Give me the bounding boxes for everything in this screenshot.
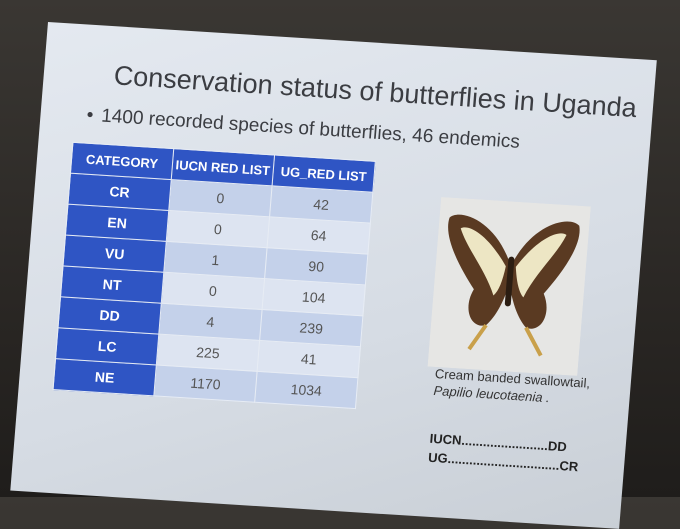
table-body: CR 0 42 EN 0 64 VU 1 90 NT 0 104 DD 4 239 LC 225 41 NE 1170… xyxy=(53,173,373,409)
page: Conservation status of butterflies in Ug… xyxy=(0,0,680,497)
right-band xyxy=(515,233,567,298)
right-wing xyxy=(510,221,580,329)
notes: IUCN........................DD UG.......… xyxy=(427,429,580,476)
body xyxy=(504,256,515,307)
left-wing xyxy=(448,214,510,326)
tails xyxy=(467,323,543,357)
left-band xyxy=(460,227,506,296)
value-cell: 1170 xyxy=(153,364,258,403)
butterfly-photo xyxy=(427,197,591,376)
value-cell: 1034 xyxy=(254,371,358,409)
status-table: CATEGORY IUCN RED LIST UG_RED LIST CR 0 42 EN… xyxy=(52,142,376,409)
slide: Conservation status of butterflies in Ug… xyxy=(10,22,657,529)
category-cell: NE xyxy=(53,358,157,396)
